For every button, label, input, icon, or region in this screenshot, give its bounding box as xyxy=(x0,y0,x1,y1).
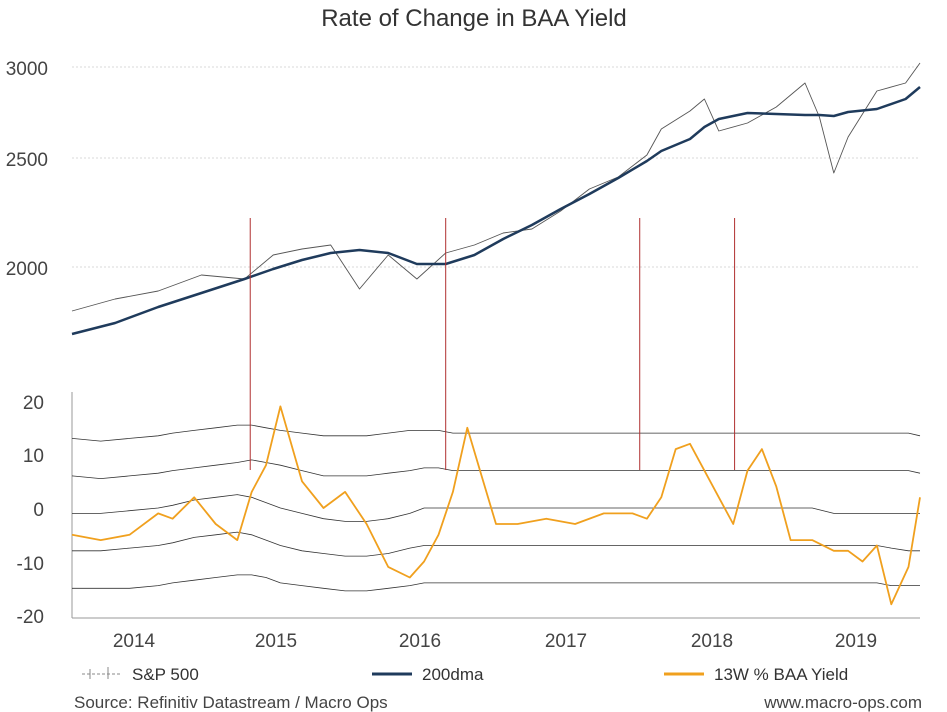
series-line-band-lower-2 xyxy=(72,574,920,592)
website-link[interactable]: www.macro-ops.com xyxy=(763,693,922,712)
x-tick-label: 2017 xyxy=(545,631,587,652)
y-tick-label: 2500 xyxy=(6,150,48,171)
y-tick-label: 10 xyxy=(23,446,44,467)
y-tick-label: 0 xyxy=(33,500,44,521)
x-tick-label: 2018 xyxy=(691,631,733,652)
x-tick-label: 2019 xyxy=(835,631,877,652)
legend: S&P 500 200dma 13W % BAA Yield xyxy=(82,665,848,684)
series-line-band-lower-1 xyxy=(72,531,920,557)
legend-item-baa: 13W % BAA Yield xyxy=(664,665,848,684)
series-line-sp500 xyxy=(71,62,921,312)
bottom-y-axis: 20 10 0 -10 -20 xyxy=(17,392,73,628)
series-line-200dma xyxy=(71,86,921,336)
x-tick-label: 2016 xyxy=(399,631,441,652)
top-y-axis: 3000 2500 2000 xyxy=(6,59,48,280)
x-axis: 2014 2015 2016 2017 2018 2019 xyxy=(72,617,920,652)
y-tick-label: 20 xyxy=(23,393,44,414)
top-grid xyxy=(72,66,920,268)
legend-label-200dma: 200dma xyxy=(422,665,484,684)
x-tick-label: 2014 xyxy=(113,631,156,652)
series-layer xyxy=(71,62,921,606)
legend-label-sp500: S&P 500 xyxy=(132,665,199,684)
series-line-baa-yield xyxy=(71,405,921,606)
series-line-band-mid xyxy=(72,494,920,522)
legend-label-baa: 13W % BAA Yield xyxy=(714,665,848,684)
chart-title: Rate of Change in BAA Yield xyxy=(321,5,627,32)
y-tick-label: -10 xyxy=(17,554,44,575)
legend-item-sp500: S&P 500 xyxy=(82,665,199,684)
y-tick-label: 2000 xyxy=(6,259,48,280)
y-tick-label: -20 xyxy=(17,607,44,628)
source-note: Source: Refinitiv Datastream / Macro Ops xyxy=(74,693,388,712)
legend-item-200dma: 200dma xyxy=(372,665,484,684)
y-tick-label: 3000 xyxy=(6,59,48,80)
series-line-band-upper-1 xyxy=(71,459,921,479)
marker-lines xyxy=(249,218,736,470)
series-line-band-upper-2 xyxy=(71,424,921,442)
x-tick-label: 2015 xyxy=(255,631,297,652)
